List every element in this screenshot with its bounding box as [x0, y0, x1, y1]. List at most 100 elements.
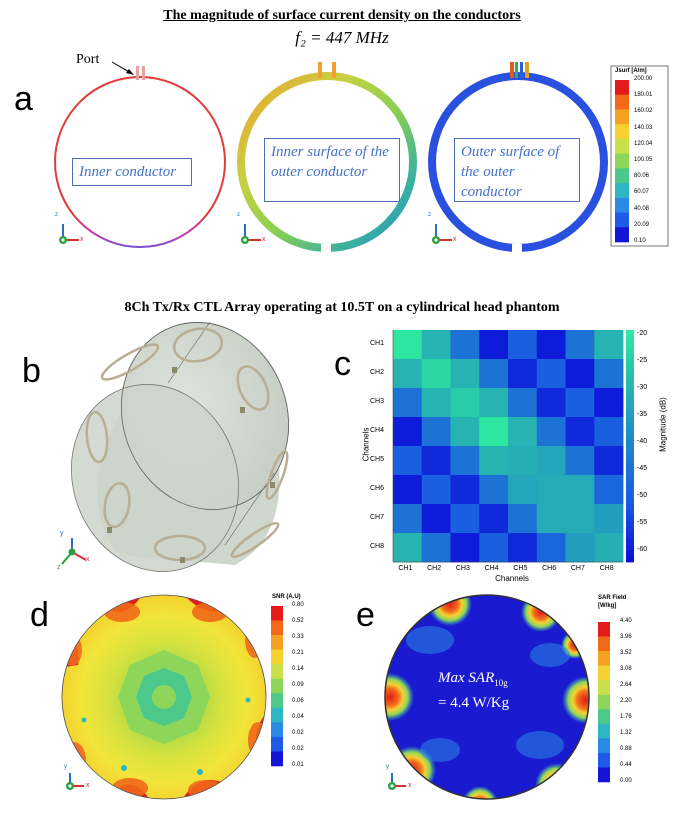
colorbar-slice-29 [626, 498, 634, 505]
heatmap-cell-5-0 [393, 475, 423, 505]
heatmap-cell-5-2 [450, 475, 480, 505]
sar-swatch-8 [598, 738, 610, 754]
colorbar-slice-6 [626, 364, 634, 371]
heatmap-cell-5-5 [536, 475, 566, 505]
jsurf-swatch-1 [615, 94, 629, 110]
jsurf-tick-0: 200.00 [634, 76, 653, 82]
axis-x-label-2: x [262, 236, 266, 243]
sar-tick-3: 3.08 [620, 666, 632, 672]
heatmap-cell-4-7 [594, 446, 624, 476]
jsurf-tick-1: 180.01 [634, 92, 653, 99]
colorbar-slice-31 [626, 509, 634, 516]
heatmap-cell-0-6 [565, 330, 595, 360]
heatmap-cell-1-6 [565, 359, 595, 389]
frequency-label: f₂ = 447 MHz [295, 28, 389, 47]
heatmap-cell-4-4 [508, 446, 538, 476]
sar-legend-title: SAR Field [W/kg] [598, 595, 627, 609]
sar-annotation: Max SAR10g = 4.4 W/Kg [438, 668, 558, 713]
jsurf-tick-7: 60.07 [634, 189, 650, 196]
jsurf-tick-10: 0.10 [634, 238, 646, 244]
jsurf-tick-2: 160.02 [634, 108, 653, 115]
heatmap-cell-6-2 [450, 504, 480, 534]
heatmap-cell-1-0 [393, 359, 423, 389]
colorbar-slice-30 [626, 504, 634, 511]
snr-tick-1: 0.52 [292, 618, 304, 624]
heatmap-cell-6-3 [479, 504, 509, 534]
axis-z-label-2: z [237, 212, 240, 218]
colorbar-slice-39 [626, 556, 634, 563]
heatmap-xtick-0: CH1 [398, 565, 413, 572]
port-label: Port [76, 52, 100, 67]
colorbar-slice-27 [626, 486, 634, 493]
snr-swatch-1 [271, 620, 283, 636]
jsurf-tick-6: 80.06 [634, 173, 650, 180]
heatmap-cell-3-1 [421, 417, 451, 447]
snr-tick-5: 0.09 [292, 682, 304, 688]
axis-x-label-b: x [86, 556, 90, 563]
colorbar-slice-32 [626, 515, 634, 522]
colorbar-tick-4: -40 [637, 438, 648, 446]
snr-swatch-9 [271, 736, 283, 752]
heatmap-cell-7-7 [594, 533, 624, 563]
snr-swatch-8 [271, 722, 283, 738]
colorbar-slice-17 [626, 428, 634, 435]
colorbar-slice-24 [626, 469, 634, 476]
axis-z-label-b: z [57, 564, 61, 571]
heatmap-ytick-3: CH4 [370, 426, 385, 434]
heatmap-cell-1-5 [536, 359, 566, 389]
snr-tick-3: 0.21 [292, 650, 304, 656]
port-arrow [111, 61, 134, 75]
heatmap-xtick-2: CH3 [455, 565, 470, 572]
colorbar-slice-28 [626, 492, 634, 499]
heatmap-cell-5-6 [565, 475, 595, 505]
sar-colorbar [598, 622, 610, 783]
snr-swatch-0 [271, 606, 283, 621]
heatmap-xlabel: Channels [495, 574, 529, 583]
heatmap-cell-2-5 [536, 388, 566, 418]
colorbar-tick-7: -55 [637, 519, 648, 527]
heatmap-cell-4-6 [565, 446, 595, 476]
panel-label-e: e [356, 596, 375, 634]
outer-surface-ring [428, 62, 608, 256]
axis-y-label-d: y [64, 764, 67, 770]
heatmap-cell-7-1 [421, 533, 451, 563]
sar-tick-2: 3.52 [620, 650, 632, 656]
sar-annotation-sub: 10g [494, 678, 508, 688]
snr-swatch-4 [271, 664, 283, 680]
colorbar-slice-15 [626, 417, 634, 424]
jsurf-swatch-3 [615, 124, 629, 140]
heatmap-cell-6-6 [565, 504, 595, 534]
snr-tick-10: 0.01 [292, 762, 304, 768]
jsurf-colorbar [615, 80, 629, 243]
heatmap-cell-5-4 [508, 475, 538, 505]
heatmap-ylabel: Channels [361, 427, 371, 462]
colorbar-slice-2 [626, 341, 634, 348]
heatmap-cell-2-0 [393, 388, 423, 418]
sar-swatch-2 [598, 651, 610, 666]
sar-annotation-line2: = 4.4 W/Kg [438, 695, 510, 711]
sar-tick-6: 1.76 [620, 714, 632, 720]
heatmap-ytick-2: CH3 [370, 397, 385, 405]
colorbar-slice-5 [626, 359, 634, 366]
axis-y-label-e: y [386, 764, 389, 770]
array-title: 8Ch Tx/Rx CTL Array operating at 10.5T o… [124, 300, 560, 315]
inner-surface-label: Inner surface of the outer conductor [264, 138, 400, 202]
sar-swatch-9 [598, 752, 610, 768]
colorbar-slice-7 [626, 370, 634, 377]
colorbar-slice-21 [626, 451, 634, 458]
colorbar-slice-8 [626, 376, 634, 383]
jsurf-swatch-5 [615, 153, 629, 169]
colorbar-slice-34 [626, 527, 634, 534]
axis-x-label-d: x [86, 782, 90, 789]
jsurf-tick-4: 120.04 [634, 140, 653, 147]
axis-triad-1 [59, 224, 79, 244]
colorbar-tick-2: -30 [637, 384, 648, 392]
heatmap-cell-2-1 [421, 388, 451, 418]
panel-label-d: d [30, 596, 49, 634]
snr-swatch-6 [271, 693, 283, 709]
sar-swatch-4 [598, 680, 610, 696]
heatmap-cell-3-2 [450, 417, 480, 447]
sar-tick-10: 0.00 [620, 778, 632, 784]
colorbar-slice-25 [626, 475, 634, 482]
heatmap-cell-3-7 [594, 417, 624, 447]
